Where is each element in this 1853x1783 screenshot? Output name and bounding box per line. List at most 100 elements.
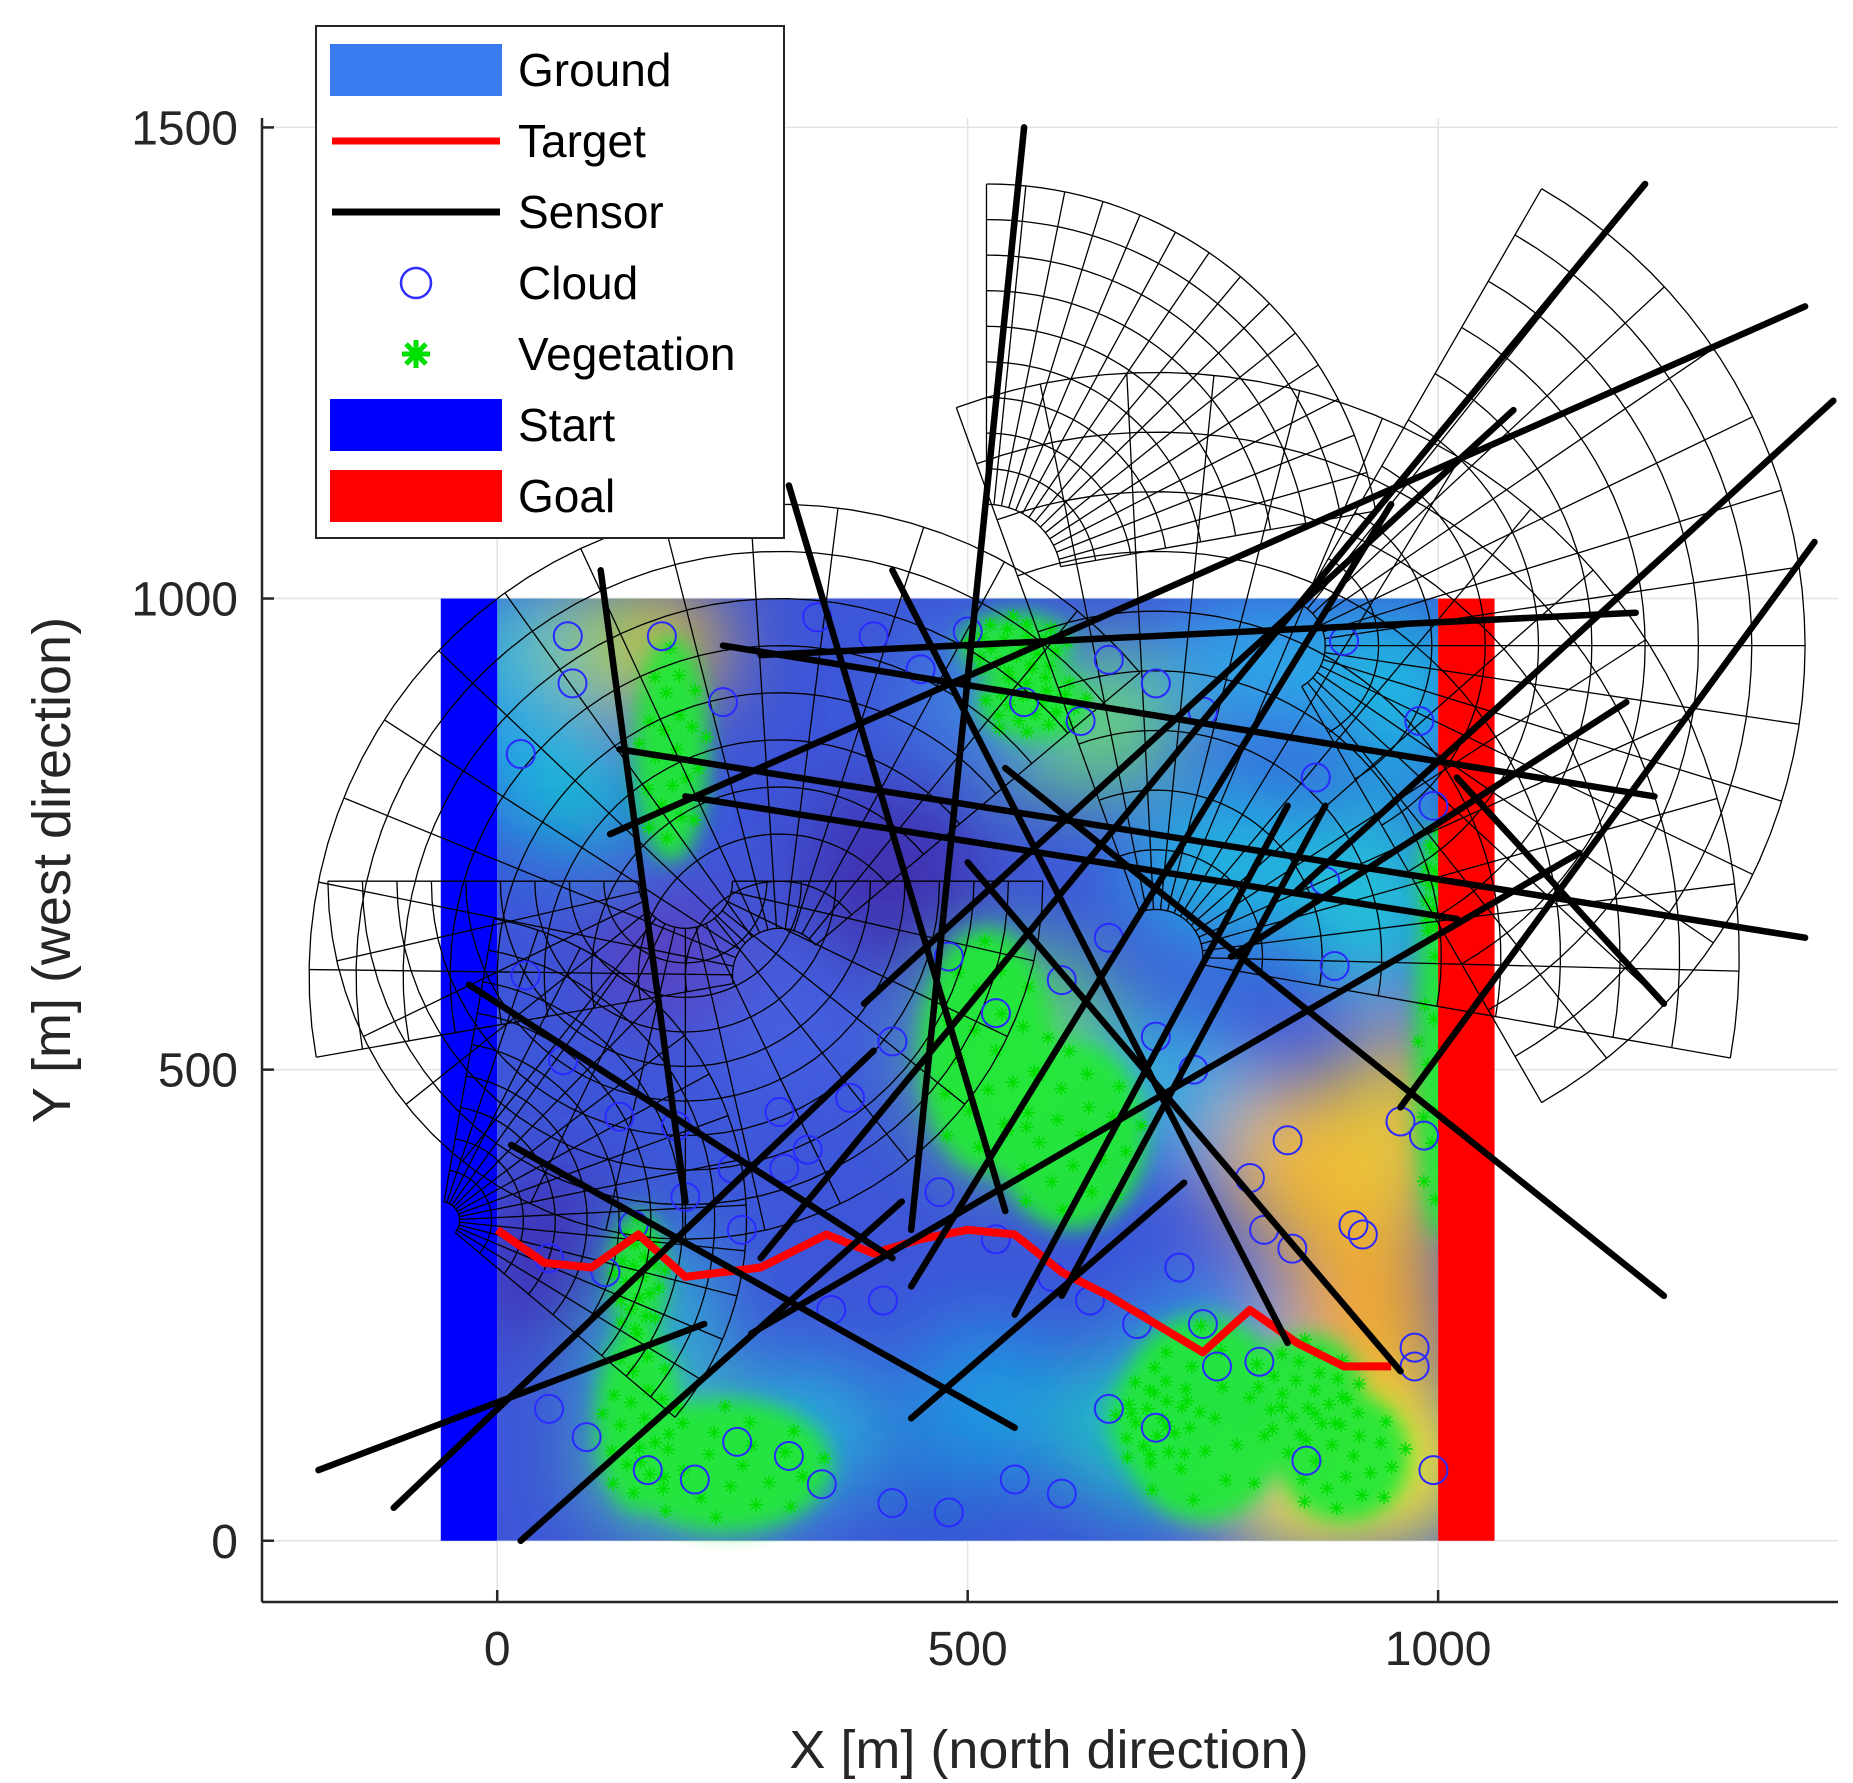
vegetation-marker bbox=[1178, 1381, 1194, 1397]
vegetation-marker bbox=[1031, 1134, 1048, 1151]
vegetation-marker bbox=[708, 1509, 724, 1526]
mesh-spoke bbox=[454, 1232, 676, 1418]
legend-label: Vegetation bbox=[518, 328, 735, 380]
mesh-spoke bbox=[459, 1204, 747, 1221]
vegetation-marker bbox=[671, 667, 687, 684]
vegetation-marker bbox=[1160, 1444, 1177, 1460]
vegetation-marker bbox=[658, 685, 675, 701]
cloud-marker bbox=[773, 1440, 804, 1471]
vegetation-marker bbox=[1263, 1402, 1279, 1418]
legend-label: Goal bbox=[518, 470, 615, 522]
vegetation-marker bbox=[1339, 1391, 1356, 1408]
mesh-spoke bbox=[1316, 347, 1714, 620]
cloud-marker bbox=[1046, 1478, 1077, 1509]
vegetation-marker bbox=[748, 1497, 764, 1513]
vegetation-marker bbox=[1111, 1078, 1127, 1095]
vegetation-marker bbox=[1015, 1018, 1031, 1035]
cloud-marker bbox=[679, 1464, 710, 1495]
vegetation-marker bbox=[782, 1498, 799, 1515]
mesh-spoke bbox=[695, 926, 766, 1231]
cloud-marker bbox=[1164, 1252, 1195, 1283]
cloud-marker bbox=[1404, 706, 1435, 737]
mesh-arc bbox=[1139, 908, 1204, 965]
legend-item-target: Target bbox=[332, 115, 646, 167]
vegetation-marker bbox=[656, 722, 673, 739]
vegetation-marker bbox=[612, 1417, 629, 1433]
vegetation-marker bbox=[619, 1456, 636, 1473]
cloud-marker bbox=[806, 1469, 837, 1500]
mesh-spoke bbox=[453, 1000, 655, 1208]
vegetation-marker bbox=[698, 729, 715, 745]
vegetation-marker bbox=[971, 649, 988, 665]
cloud-marker bbox=[722, 1426, 753, 1457]
vegetation-marker bbox=[1133, 1117, 1150, 1134]
vegetation-marker bbox=[1005, 1074, 1021, 1090]
cloud-marker bbox=[1319, 951, 1350, 981]
sensor-line bbox=[889, 567, 1291, 1347]
vegetation-marker bbox=[1296, 1493, 1313, 1510]
mesh-spoke bbox=[580, 548, 761, 933]
mesh-arc bbox=[1541, 188, 1806, 1104]
legend-label: Sensor bbox=[518, 186, 664, 238]
vegetation-marker bbox=[664, 777, 681, 794]
vegetation-marker bbox=[1061, 1043, 1077, 1060]
vegetation-marker bbox=[1019, 724, 1035, 740]
cloud-marker bbox=[1300, 762, 1331, 793]
cloud-marker bbox=[835, 1082, 866, 1113]
cloud-marker bbox=[505, 739, 536, 769]
cloud-marker bbox=[552, 621, 583, 652]
sensor-line bbox=[907, 501, 1395, 1290]
vegetation-marker bbox=[777, 1444, 794, 1460]
vegetation-marker bbox=[606, 1387, 622, 1404]
vegetation-marker bbox=[687, 682, 703, 699]
ground-blob bbox=[591, 890, 742, 1023]
cloud-marker bbox=[980, 1224, 1011, 1255]
vegetation-marker bbox=[1288, 1372, 1304, 1389]
mesh-spoke bbox=[1179, 457, 1461, 917]
vegetation-marker bbox=[1306, 1382, 1323, 1398]
cloud-marker bbox=[1244, 1346, 1275, 1377]
legend-swatch bbox=[330, 470, 502, 522]
vegetation-marker bbox=[1351, 1376, 1367, 1392]
vegetation-marker bbox=[629, 1326, 646, 1342]
mesh-spoke bbox=[705, 923, 842, 1205]
vegetation-marker bbox=[1246, 1475, 1262, 1491]
mesh-spoke bbox=[1195, 639, 1647, 932]
mesh-spoke bbox=[1039, 383, 1148, 911]
cloud-marker bbox=[708, 687, 739, 718]
vegetation-marker bbox=[1345, 1448, 1362, 1464]
cloud-marker bbox=[877, 1026, 908, 1057]
legend-box bbox=[315, 25, 785, 539]
vegetation-marker bbox=[990, 707, 1007, 724]
cloud-marker bbox=[933, 1497, 964, 1528]
mesh-spoke bbox=[343, 797, 737, 959]
vegetation-marker bbox=[1311, 1365, 1328, 1381]
vegetation-marker bbox=[1047, 643, 1064, 659]
vegetation-marker bbox=[605, 1475, 621, 1492]
mesh-spoke bbox=[1301, 686, 1543, 1103]
mesh-spoke bbox=[731, 891, 1035, 962]
vegetation-marker bbox=[1053, 1080, 1069, 1097]
mesh-spoke bbox=[1320, 665, 1754, 876]
mesh-spoke bbox=[383, 719, 741, 951]
vegetation-marker bbox=[684, 719, 700, 735]
vegetation-marker bbox=[1307, 1406, 1324, 1422]
vegetation-marker bbox=[980, 1082, 996, 1098]
cloud-marker bbox=[999, 1464, 1030, 1495]
x-tick-label: 0 bbox=[484, 1623, 511, 1676]
mesh-spoke bbox=[1044, 332, 1296, 534]
vegetation-marker bbox=[977, 933, 993, 949]
mesh-spoke bbox=[1028, 252, 1210, 518]
cloud-marker bbox=[980, 998, 1011, 1029]
vegetation-marker bbox=[1144, 1482, 1160, 1498]
cloud-marker bbox=[557, 668, 588, 699]
cloud-marker bbox=[1093, 1393, 1124, 1424]
vegetation-marker bbox=[660, 1441, 676, 1458]
mesh-spoke bbox=[749, 505, 778, 929]
x-axis-label: X [m] (north direction) bbox=[789, 1720, 1308, 1780]
mesh-spoke bbox=[1301, 188, 1543, 606]
vegetation-marker bbox=[978, 692, 994, 709]
mesh-arc bbox=[1301, 604, 1326, 687]
vegetation-marker bbox=[1354, 1487, 1370, 1504]
cloud-marker bbox=[1140, 1412, 1171, 1443]
